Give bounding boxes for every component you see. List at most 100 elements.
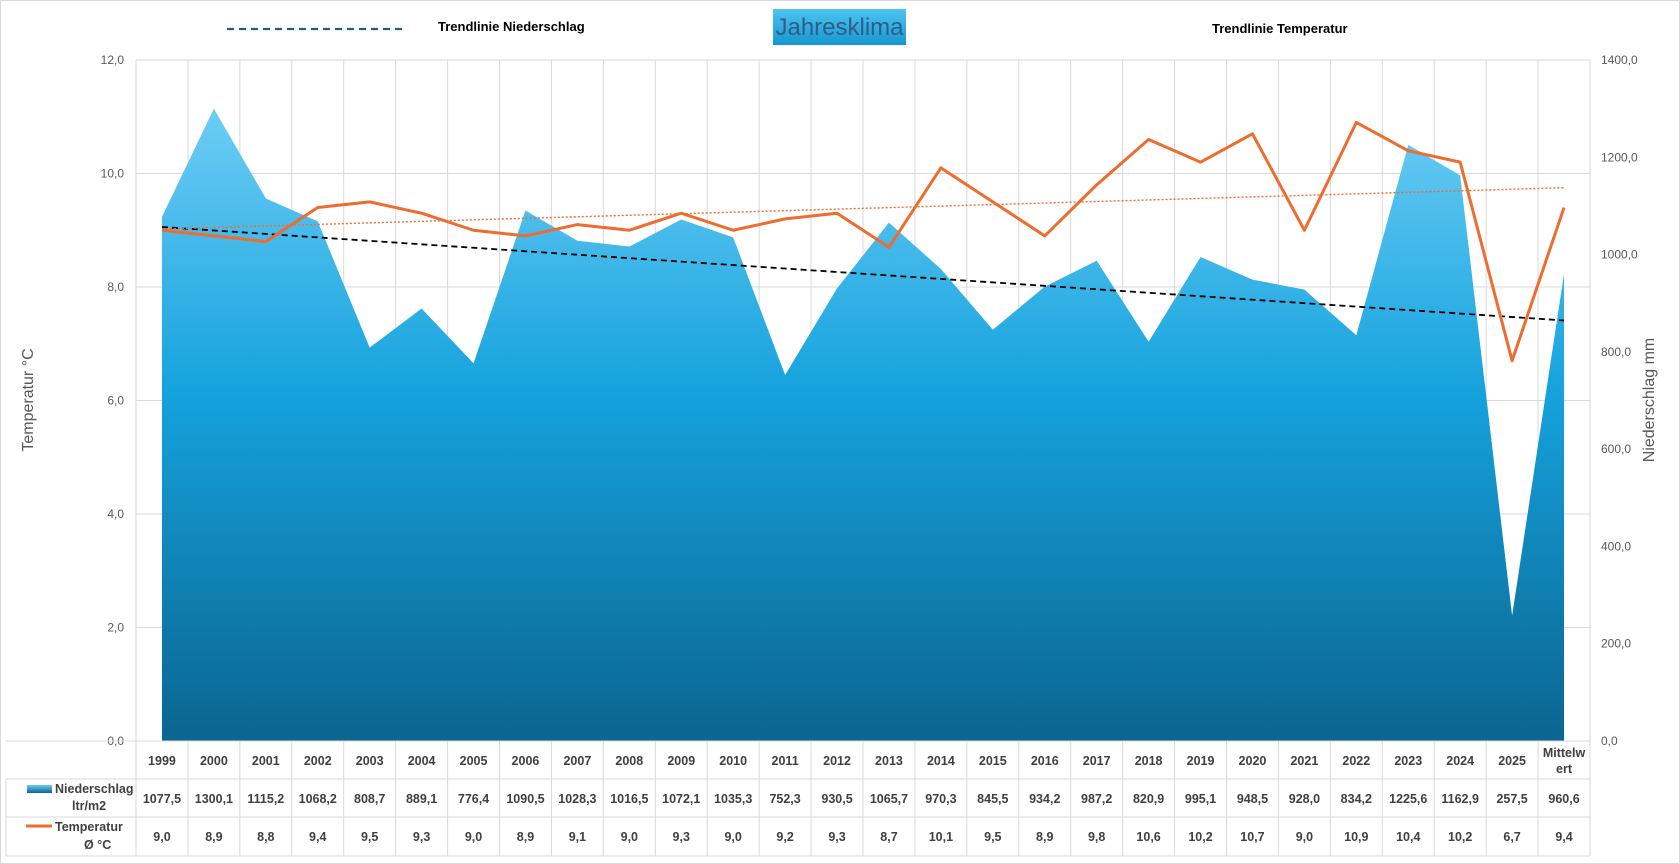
y-left-tick-label: 4,0: [107, 507, 124, 521]
trendline-layer: [161, 187, 1565, 322]
category-label: 2025: [1498, 754, 1526, 768]
precipitation-value: 928,0: [1289, 792, 1320, 806]
temperature-value: 9,8: [1088, 830, 1105, 844]
y-left-tick-label: 10,0: [101, 167, 125, 181]
data-table: 1999 2000 2001 2002 2003 2004 2005 2006 2007 2008…: [5, 740, 1591, 857]
temperature-value: 8,9: [1036, 830, 1053, 844]
precipitation-value: 1035,3: [714, 792, 752, 806]
y-right-tick-label: 1400,0: [1601, 53, 1638, 67]
category-label: 2019: [1187, 754, 1215, 768]
temperature-row-label: Temperatur: [55, 820, 123, 834]
temperature-value: 10,7: [1240, 830, 1264, 844]
temperature-row-label: Ø °C: [84, 838, 111, 852]
temperature-value: 9,0: [153, 830, 170, 844]
y-right-tick-label: 400,0: [1601, 539, 1631, 553]
y-right-tick-label: 600,0: [1601, 442, 1631, 456]
temperature-value: 9,3: [673, 830, 690, 844]
category-label: 2013: [875, 754, 903, 768]
temperature-value: 9,5: [984, 830, 1001, 844]
precipitation-value: 948,5: [1237, 792, 1268, 806]
precipitation-value: 1090,5: [506, 792, 544, 806]
temperature-value: 9,0: [1296, 830, 1313, 844]
y-left-tick-label: 6,0: [107, 394, 124, 408]
category-label: 2002: [304, 754, 332, 768]
legend-trend-temp-label: Trendlinie Temperatur: [1212, 21, 1348, 36]
temperature-value: 8,9: [517, 830, 534, 844]
category-label: 2007: [563, 754, 591, 768]
category-label: 2011: [772, 754, 799, 768]
category-label: 2001: [252, 754, 280, 768]
category-label: Mittelw: [1543, 746, 1586, 760]
precipitation-value: 970,3: [925, 792, 956, 806]
precipitation-value: 1162,9: [1441, 792, 1479, 806]
precipitation-row-label: Niederschlag: [55, 782, 134, 796]
temperature-value: 10,2: [1448, 830, 1472, 844]
y-left-tick-label: 12,0: [101, 53, 125, 67]
precipitation-value: 776,4: [458, 792, 489, 806]
category-label: 2009: [667, 754, 695, 768]
y-left-axis-title: Temperatur °C: [20, 348, 37, 451]
temperature-value: 9,5: [361, 830, 378, 844]
y-right-tick-label: 800,0: [1601, 345, 1631, 359]
precipitation-value: 995,1: [1185, 792, 1216, 806]
precipitation-value: 1300,1: [195, 792, 233, 806]
temperature-value: 9,2: [776, 830, 793, 844]
precipitation-value: 889,1: [406, 792, 437, 806]
precipitation-value: 752,3: [769, 792, 800, 806]
precipitation-value: 1115,2: [247, 792, 284, 806]
precipitation-value: 930,5: [821, 792, 852, 806]
temperature-value: 9,4: [309, 830, 326, 844]
temperature-value: 6,7: [1503, 830, 1520, 844]
precipitation-value: 960,6: [1548, 792, 1579, 806]
temperature-value: 9,3: [828, 830, 845, 844]
category-label: 2021: [1290, 754, 1318, 768]
category-label: 2003: [356, 754, 384, 768]
temperature-line: [161, 120, 1566, 363]
legend: Trendlinie Niederschlag Jahresklima Tren…: [227, 9, 1348, 45]
precipitation-value: 1225,6: [1389, 792, 1427, 806]
legend-trend-precip-label: Trendlinie Niederschlag: [438, 19, 585, 34]
trendline-precipitation: [161, 226, 1565, 322]
precipitation-value: 934,2: [1029, 792, 1060, 806]
category-label: 2008: [615, 754, 643, 768]
precipitation-value: 820,9: [1133, 792, 1164, 806]
temperature-line-layer: [161, 120, 1566, 363]
precipitation-value: 987,2: [1081, 792, 1112, 806]
category-label: 2018: [1135, 754, 1163, 768]
category-label: 2023: [1394, 754, 1422, 768]
category-label: 2005: [460, 754, 488, 768]
precipitation-area-layer: [161, 108, 1565, 741]
temperature-value: 9,0: [724, 830, 741, 844]
temperature-value: 10,4: [1396, 830, 1420, 844]
precipitation-row-label: ltr/m2: [72, 799, 106, 813]
category-label: 2017: [1083, 754, 1111, 768]
y-right-tick-label: 1000,0: [1601, 248, 1638, 262]
temperature-value: 10,9: [1344, 830, 1368, 844]
precipitation-value: 1016,5: [610, 792, 648, 806]
axis-labels: 0,02,04,06,08,010,012,00,0200,0400,0600,…: [20, 53, 1658, 748]
precipitation-value: 1065,7: [870, 792, 908, 806]
precipitation-value: 1068,2: [299, 792, 337, 806]
y-right-tick-label: 1200,0: [1601, 150, 1638, 164]
category-label: ert: [1556, 762, 1573, 776]
category-label: 2012: [823, 754, 851, 768]
y-right-tick-label: 200,0: [1601, 637, 1631, 651]
y-left-tick-label: 8,0: [107, 280, 124, 294]
precipitation-value: 834,2: [1341, 792, 1372, 806]
temperature-value: 10,1: [929, 830, 953, 844]
chart-title-box: [773, 9, 906, 45]
category-label: 2004: [408, 754, 436, 768]
temperature-value: 9,3: [413, 830, 430, 844]
temperature-value: 9,0: [465, 830, 482, 844]
category-label: 2000: [200, 754, 228, 768]
temperature-value: 9,1: [569, 830, 586, 844]
precipitation-value: 845,5: [977, 792, 1008, 806]
precipitation-value: 808,7: [354, 792, 385, 806]
category-label: 2006: [512, 754, 540, 768]
category-label: 2014: [927, 754, 955, 768]
category-label: 2015: [979, 754, 1007, 768]
y-right-tick-label: 0,0: [1601, 734, 1618, 748]
y-left-tick-label: 2,0: [107, 621, 124, 635]
temperature-value: 9,4: [1555, 830, 1572, 844]
